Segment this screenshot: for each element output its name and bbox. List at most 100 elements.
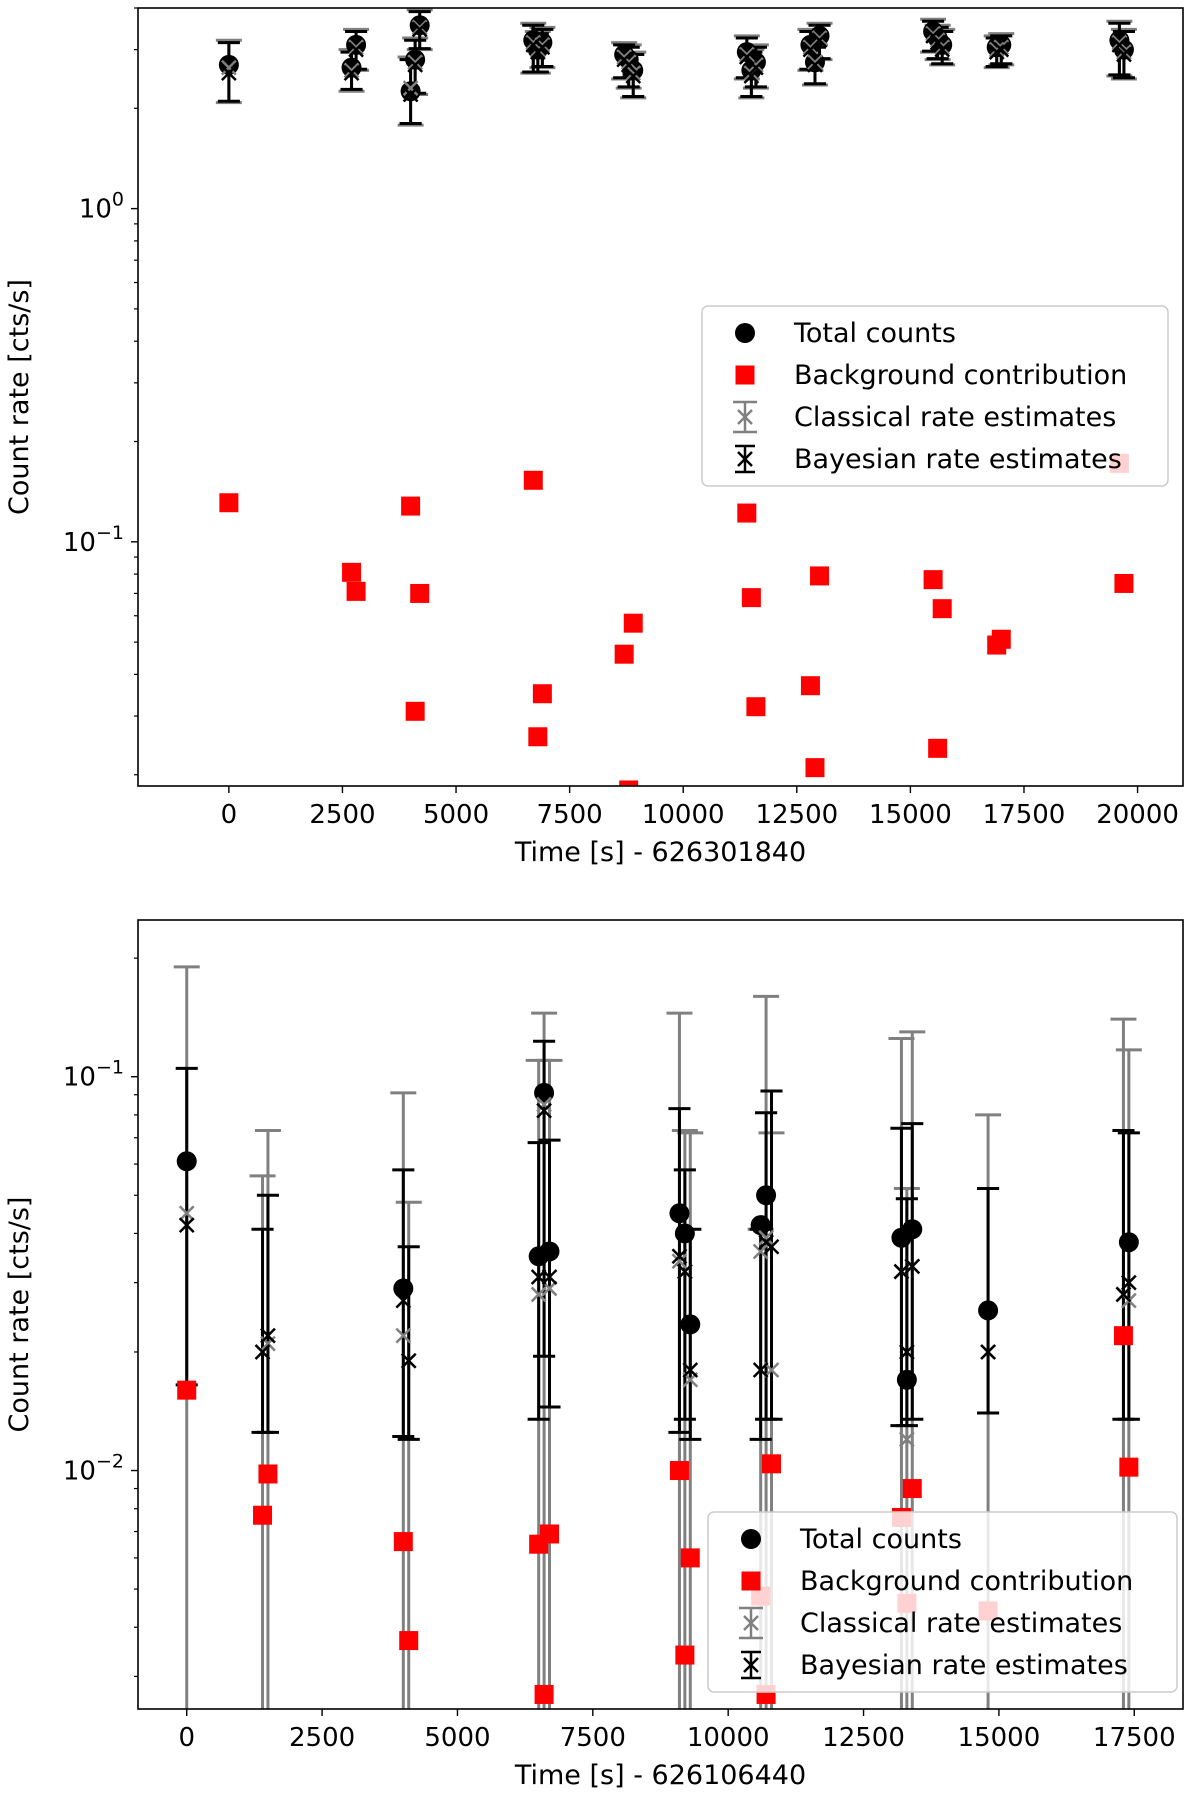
bayesian-marker [898, 1344, 915, 1360]
y-tick-label: 10−1 [63, 1057, 124, 1093]
bayesian-marker-stroke-b [980, 1344, 996, 1360]
bayesian-marker [541, 1269, 558, 1285]
bayesian-marker-stroke-b [682, 1362, 699, 1378]
classical-marker-stroke-b [625, 65, 642, 82]
background-marker [669, 1461, 689, 1481]
x-tick-label: 2500 [309, 800, 375, 830]
bayesian-marker [620, 56, 637, 73]
background-marker [746, 697, 766, 717]
bayesian-marker-stroke-b [400, 1352, 417, 1369]
bayesian-marker-stroke-b [178, 1217, 195, 1233]
total-counts-marker [669, 1203, 690, 1224]
bayesian-marker [676, 1263, 693, 1280]
x-tick-label: 12500 [755, 800, 838, 830]
classical-marker [620, 54, 637, 71]
y-axis-label: Count rate [cts/s] [4, 1197, 35, 1433]
x-tick-label: 17500 [1093, 1723, 1176, 1753]
bayesian-marker [395, 1292, 412, 1309]
bayesian-marker-stroke-b [893, 1263, 910, 1280]
total-counts-marker [809, 25, 830, 46]
bayesian-marker [220, 65, 237, 82]
classical-marker [530, 1286, 547, 1303]
bayesian-marker-stroke-b [811, 32, 828, 49]
classical-marker [402, 80, 419, 96]
legend-box [707, 1511, 1178, 1693]
total-counts-marker [393, 1278, 414, 1299]
bayesian-marker [1111, 37, 1128, 53]
classical-marker [925, 25, 941, 42]
bayesian-marker [1115, 1286, 1132, 1303]
x-tick-label: 20000 [1096, 800, 1179, 830]
classical-marker [988, 41, 1005, 58]
legend-label: Classical rate estimates [794, 402, 1116, 433]
legend-classical-icon [743, 1615, 759, 1631]
classical-marker-stroke-b [738, 46, 755, 63]
background-marker [1114, 573, 1134, 593]
plot-area [215, 8, 1137, 786]
x-axis-label: Time [s] - 626106440 [514, 1760, 806, 1791]
bayesian-marker [743, 68, 760, 84]
total-counts-marker [400, 81, 421, 102]
classical-marker-stroke-b [807, 54, 823, 71]
bayesian-marker [904, 1258, 921, 1275]
bayesian-marker-stroke-b [763, 1238, 780, 1255]
background-marker [741, 588, 761, 608]
background-marker [393, 1532, 413, 1552]
classical-marker-stroke-b [748, 56, 764, 73]
background-marker [528, 727, 548, 747]
background-marker [902, 1479, 922, 1499]
bayesian-marker-stroke-b [738, 49, 755, 65]
background-marker [177, 1380, 197, 1400]
background-marker [675, 1645, 695, 1665]
classical-marker-stroke-b [220, 59, 237, 76]
x-tick-label: 7500 [537, 800, 603, 830]
legend-bayesian-icon [737, 451, 753, 467]
legend-item: Background contribution [741, 1566, 1133, 1597]
bayesian-marker-stroke-b [904, 1258, 921, 1275]
classical-marker [411, 19, 428, 36]
bayesian-errorbar [392, 1168, 415, 1439]
bayesian-marker [682, 1362, 699, 1378]
background-marker [923, 570, 943, 590]
legend-total-counts-icon [741, 1529, 761, 1549]
background-marker [540, 1524, 560, 1544]
background-marker [800, 676, 820, 696]
chart-panel-2: 0 2500 5000 7500 10000 12500 15000 17500 10−1 10−… [4, 919, 1184, 1791]
background-marker [258, 1464, 278, 1484]
bayesian-marker-stroke-b [1116, 46, 1132, 63]
bayesian-marker [893, 1263, 910, 1280]
legend-background-icon [741, 1571, 761, 1591]
background-marker [532, 684, 552, 704]
background-marker [342, 562, 362, 582]
bayesian-marker-stroke-b [1115, 1286, 1132, 1303]
background-marker [523, 470, 543, 490]
bayesian-marker [1116, 46, 1132, 63]
bayesian-marker [536, 1102, 552, 1119]
total-counts-marker [346, 34, 367, 55]
bayesian-marker-stroke-b [743, 68, 760, 84]
classical-marker-stroke-b [620, 54, 637, 71]
background-marker [401, 496, 421, 516]
x-tick-label: 10000 [642, 800, 725, 830]
classical-marker-stroke-b [1111, 34, 1128, 51]
classical-marker [395, 1327, 412, 1344]
x-tick-label: 0 [221, 800, 238, 830]
bayesian-marker [260, 1327, 276, 1344]
classical-marker [525, 34, 542, 51]
legend-bayesian-icon [743, 1657, 759, 1673]
x-tick-label: 2500 [289, 1723, 355, 1753]
legend-label: Bayesian rate estimates [800, 1650, 1128, 1681]
bayesian-marker-stroke-b [620, 56, 637, 73]
bayesian-marker [929, 34, 946, 51]
classical-marker-stroke-b [348, 39, 364, 56]
bayesian-marker-stroke-b [671, 1248, 688, 1265]
bayesian-marker-stroke-b [993, 41, 1010, 58]
background-marker [619, 780, 639, 786]
legend-label: Bayesian rate estimates [794, 444, 1122, 475]
background-marker [737, 503, 757, 523]
bayesian-marker [807, 56, 823, 73]
chart-panel-1: 0 2500 5000 7500 10000 12500 15000 17500 20000 10… [4, 7, 1184, 868]
bayesian-errorbar [256, 1193, 279, 1434]
legend-classical-icon [737, 409, 753, 425]
bayesian-marker-stroke-b [752, 1362, 769, 1378]
